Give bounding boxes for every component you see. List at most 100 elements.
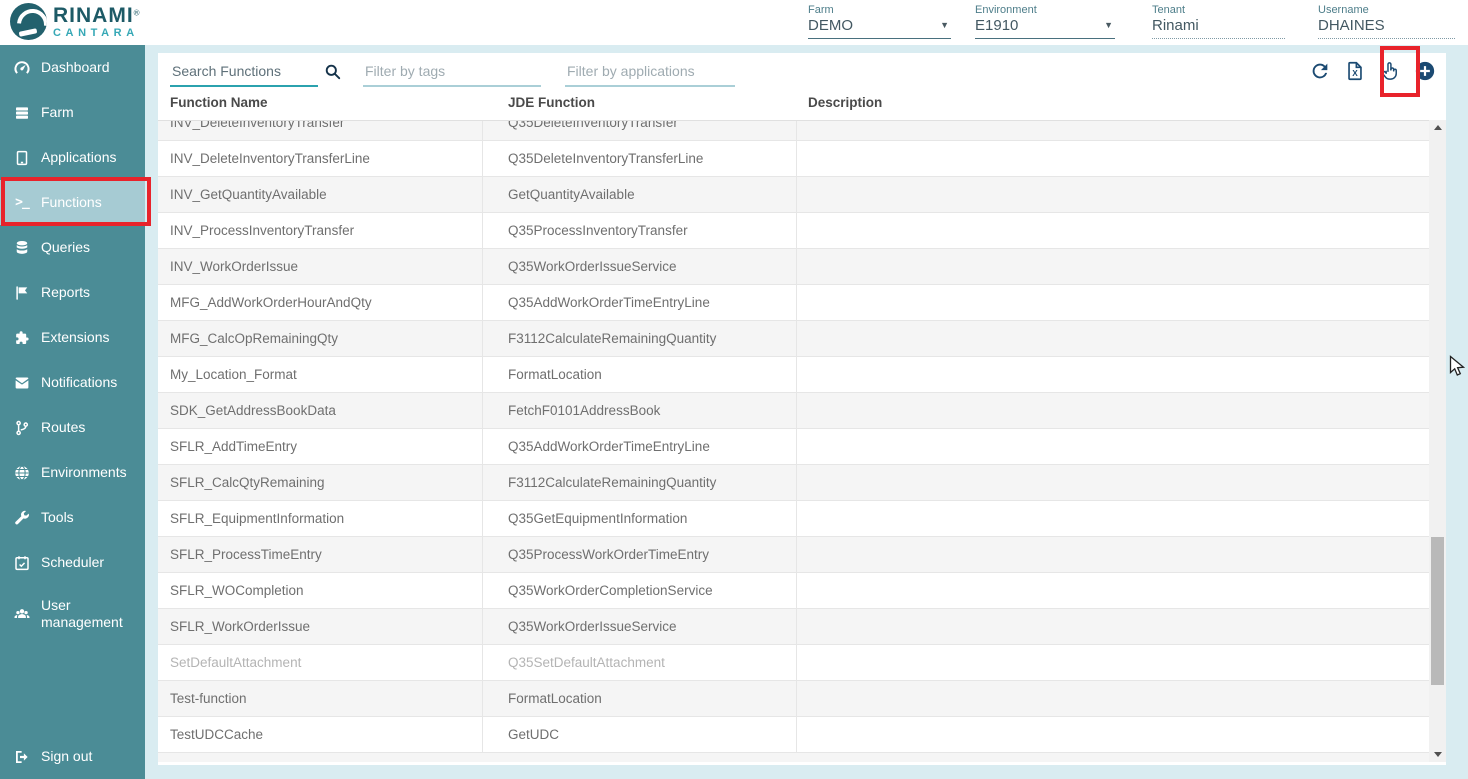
table-row[interactable]: INV_ProcessInventoryTransfer Q35ProcessIn… [158,213,1446,249]
sidebar-item-label: Farm [41,103,74,120]
table-row[interactable]: INV_GetQuantityAvailable GetQuantityAvail… [158,177,1446,213]
cell-description [797,645,1446,680]
cell-description [797,393,1446,428]
cell-function-name: SFLR_ProcessTimeEntry [158,537,483,572]
sidebar-item-label: Extensions [41,328,110,345]
cell-jde-function: Q35WorkOrderIssueService [483,249,797,284]
cell-jde-function: GetQuantityAvailable [483,177,797,212]
cell-jde-function: Q35ProcessWorkOrderTimeEntry [483,537,797,572]
logo-name: RINAMI [53,3,134,27]
pointer-select-button[interactable] [1379,60,1401,82]
table-row[interactable]: TestUDCCache GetUDC [158,717,1446,753]
export-excel-button[interactable]: X [1344,60,1366,82]
functions-panel: X Function Name JDE Function Description… [158,53,1446,765]
cell-description [797,609,1446,644]
mouse-cursor [1449,355,1466,384]
sidebar-item-queries[interactable]: Queries [0,225,145,270]
table-row[interactable]: INV_DeleteInventoryTransferLine Q35Delete… [158,141,1446,177]
cell-jde-function: Q35WorkOrderCompletionService [483,573,797,608]
cell-function-name: INV_GetQuantityAvailable [158,177,483,212]
table-row[interactable]: SDK_GetAddressBookData FetchF0101AddressB… [158,393,1446,429]
scrollbar-thumb[interactable] [1431,537,1444,685]
table-row[interactable]: My_Location_Format FormatLocation [158,357,1446,393]
table-row[interactable]: MFG_AddWorkOrderHourAndQty Q35AddWorkOrde… [158,285,1446,321]
cell-function-name: MFG_CalcOpRemainingQty [158,321,483,356]
sidebar-item-farm[interactable]: Farm [0,90,145,135]
sidebar-item-extensions[interactable]: Extensions [0,315,145,360]
globe-icon [13,464,31,482]
sidebar-item-applications[interactable]: Applications [0,135,145,180]
refresh-button[interactable] [1309,60,1331,82]
hand-pointer-icon [1379,60,1401,82]
users-icon [13,605,31,623]
table-row[interactable]: MFG_CalcOpRemainingQty F3112CalculateRema… [158,321,1446,357]
sidebar-item-notifications[interactable]: Notifications [0,360,145,405]
table-row[interactable]: INV_WorkOrderIssue Q35WorkOrderIssueServi… [158,249,1446,285]
table-row[interactable]: Test-function FormatLocation [158,681,1446,717]
cell-function-name: SDK_GetAddressBookData [158,393,483,428]
cell-description [797,285,1446,320]
sidebar-item-label: Notifications [41,373,118,390]
cell-jde-function: F3112CalculateRemainingQuantity [483,321,797,356]
add-function-button[interactable] [1414,60,1436,82]
cell-description [797,717,1446,752]
table-row[interactable]: SFLR_ProcessTimeEntry Q35ProcessWorkOrder… [158,537,1446,573]
cell-description [797,121,1446,140]
functions-table-body: INV_DeleteInventoryTransfer Q35DeleteInve… [158,120,1446,762]
sidebar-item-label: User management [41,596,123,631]
search-icon[interactable] [323,62,342,81]
sidebar-item-user-management[interactable]: User management [0,585,145,643]
cell-jde-function: Q35DeleteInventoryTransfer [483,121,797,140]
table-row[interactable]: INV_DeleteInventoryTransfer Q35DeleteInve… [158,121,1446,141]
sidebar-item-functions[interactable]: >_ Functions [0,180,145,225]
sidebar-item-tools[interactable]: Tools [0,495,145,540]
column-header-jde-function: JDE Function [508,95,595,110]
sidebar-item-environments[interactable]: Environments [0,450,145,495]
table-row[interactable]: SFLR_EquipmentInformation Q35GetEquipment… [158,501,1446,537]
svg-text:X: X [1352,69,1358,78]
tenant-input[interactable]: Rinami [1152,17,1285,39]
username-input[interactable]: DHAINES [1318,17,1455,39]
cell-function-name: My_Location_Format [158,357,483,392]
table-row[interactable]: SetDefaultAttachment Q35SetDefaultAttachm… [158,645,1446,681]
sidebar-item-label: Applications [41,148,117,165]
table-row[interactable]: SFLR_CalcQtyRemaining F3112CalculateRemai… [158,465,1446,501]
table-row[interactable]: SFLR_WorkOrderIssue Q35WorkOrderIssueServ… [158,609,1446,645]
table-row[interactable]: SFLR_WOCompletion Q35WorkOrderCompletionS… [158,573,1446,609]
cell-description [797,177,1446,212]
sidebar-item-label: Scheduler [41,553,105,570]
code-branch-icon [13,419,31,437]
sidebar-item-label: Sign out [41,747,93,764]
filter-applications-input[interactable] [565,61,735,87]
chevron-down-icon: ▼ [940,20,949,30]
cell-jde-function: FormatLocation [483,681,797,716]
table-row[interactable]: SFLR_AddTimeEntry Q35AddWorkOrderTimeEntr… [158,429,1446,465]
search-input[interactable] [170,61,318,87]
filter-tags-input[interactable] [363,61,541,87]
cell-function-name: SFLR_EquipmentInformation [158,501,483,536]
sidebar-item-sign-out[interactable]: Sign out [0,734,145,779]
scrollbar-down-arrow[interactable] [1429,747,1446,762]
cell-function-name: INV_WorkOrderIssue [158,249,483,284]
flag-icon [13,284,31,302]
sidebar-item-scheduler[interactable]: Scheduler [0,540,145,585]
cell-function-name: INV_DeleteInventoryTransfer [158,121,483,140]
sidebar-item-label: Routes [41,418,86,435]
cell-function-name: TestUDCCache [158,717,483,752]
tablet-icon [13,149,31,167]
sidebar-item-reports[interactable]: Reports [0,270,145,315]
farm-field: Farm DEMO ▼ [808,4,951,39]
cell-description [797,213,1446,248]
cell-description [797,537,1446,572]
vertical-scrollbar[interactable] [1429,120,1446,762]
scrollbar-up-arrow[interactable] [1429,120,1446,135]
cell-function-name: SFLR_WorkOrderIssue [158,609,483,644]
cell-description [797,249,1446,284]
cell-jde-function: Q35GetEquipmentInformation [483,501,797,536]
sidebar-item-routes[interactable]: Routes [0,405,145,450]
toolbar: X [158,53,1446,95]
environment-select[interactable]: E1910 ▼ [975,17,1115,39]
sidebar-item-dashboard[interactable]: Dashboard [0,45,145,90]
database-icon [13,239,31,257]
farm-select[interactable]: DEMO ▼ [808,17,951,39]
